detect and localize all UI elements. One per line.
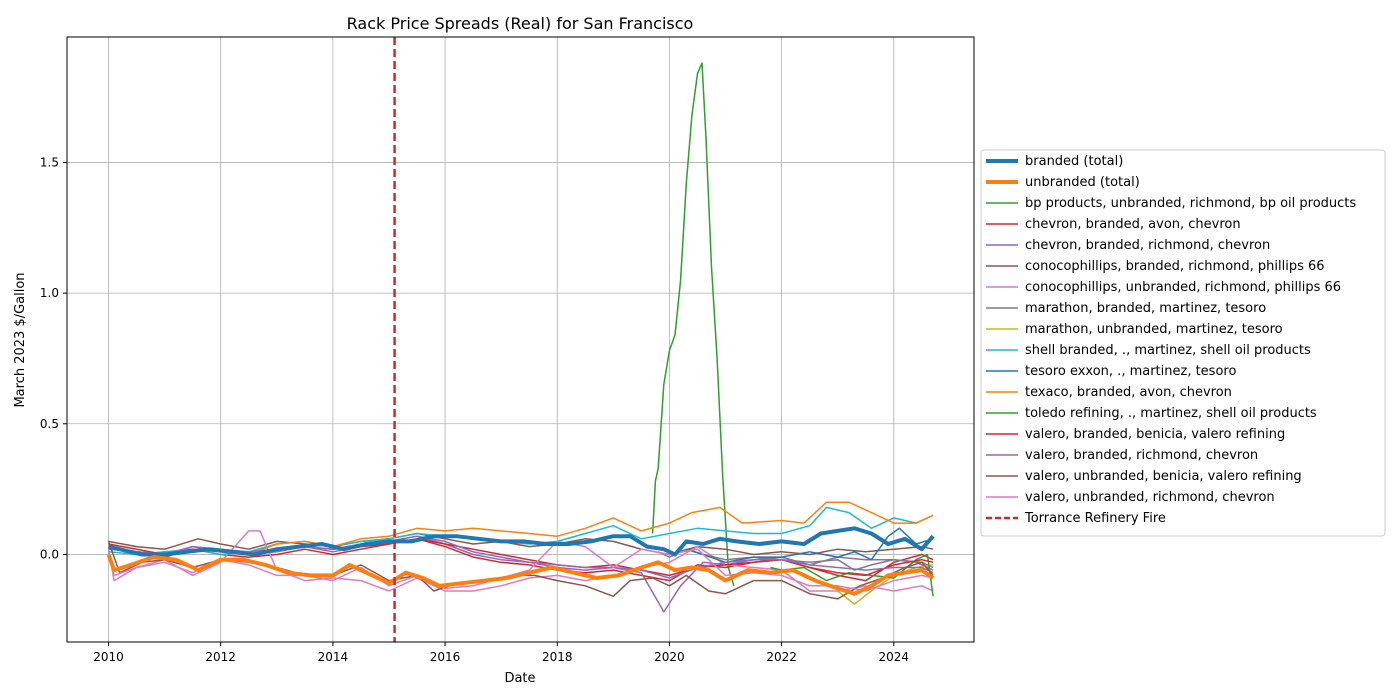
y-tick-label: 1.5: [40, 155, 59, 169]
legend-label: branded (total): [1025, 154, 1123, 169]
legend-label: conocophillips, branded, richmond, phill…: [1025, 259, 1325, 274]
legend-label: tesoro exxon, ., martinez, tesoro: [1025, 364, 1236, 379]
legend-label: shell branded, ., martinez, shell oil pr…: [1025, 343, 1311, 358]
legend-box: [980, 149, 1386, 537]
series-line: [108, 506, 934, 556]
legend-label: Torrance Refinery Fire: [1024, 511, 1166, 526]
x-axis-ticks: 2010 2012 2014 2016 2018 2020 2022 2024: [93, 642, 909, 664]
series-lines: [106, 62, 935, 613]
series-line: [108, 526, 935, 557]
legend-label: marathon, unbranded, martinez, tesoro: [1025, 322, 1283, 337]
legend-label: chevron, branded, avon, chevron: [1025, 217, 1241, 232]
legend-label: texaco, branded, avon, chevron: [1025, 385, 1232, 400]
x-tick-label: 2024: [879, 650, 910, 664]
y-tick-label: 0.5: [40, 417, 59, 431]
legend-label: unbranded (total): [1025, 175, 1140, 190]
plot-frame: [66, 36, 975, 643]
series-line: [108, 535, 934, 579]
legend-label: conocophillips, unbranded, richmond, phi…: [1025, 280, 1341, 295]
legend: branded (total) unbranded (total) bp produ…: [980, 149, 1386, 537]
legend-label: valero, unbranded, benicia, valero refin…: [1025, 469, 1302, 484]
x-tick-label: 2014: [318, 650, 349, 664]
y-tick-label: 0.0: [40, 547, 59, 561]
legend-label: valero, branded, richmond, chevron: [1025, 448, 1258, 463]
legend-label: bp products, unbranded, richmond, bp oil…: [1025, 196, 1356, 211]
series-line: [651, 62, 735, 587]
series-line: [106, 553, 935, 596]
legend-label: toledo refining, ., martinez, shell oil …: [1025, 406, 1317, 421]
legend-label: chevron, branded, richmond, chevron: [1025, 238, 1270, 253]
x-tick-label: 2018: [542, 650, 573, 664]
series-line: [108, 532, 934, 556]
grid-lines: [67, 37, 974, 642]
x-tick-label: 2022: [766, 650, 797, 664]
series-line: [686, 527, 934, 564]
x-tick-label: 2010: [93, 650, 124, 664]
x-tick-label: 2020: [654, 650, 685, 664]
legend-label: valero, branded, benicia, valero refinin…: [1025, 427, 1285, 442]
y-tick-label: 1.0: [40, 286, 59, 300]
x-tick-label: 2012: [205, 650, 236, 664]
y-axis-label: March 2023 $/Gallon: [13, 272, 28, 407]
x-tick-label: 2016: [430, 650, 461, 664]
legend-label: marathon, branded, martinez, tesoro: [1025, 301, 1266, 316]
chart-title: Rack Price Spreads (Real) for San Franci…: [347, 14, 694, 33]
y-axis-ticks: 0.0 0.5 1.0 1.5: [40, 155, 67, 561]
legend-label: valero, unbranded, richmond, chevron: [1025, 490, 1275, 505]
x-axis-label: Date: [504, 671, 535, 686]
